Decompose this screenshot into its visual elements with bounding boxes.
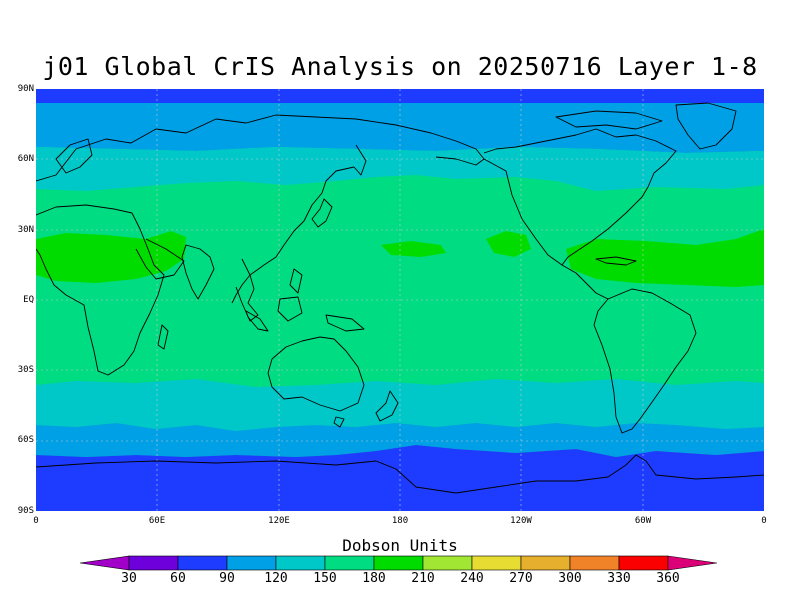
coast-scandinavia <box>55 138 93 174</box>
coast-newguinea <box>325 314 365 332</box>
lat-tick-30s: 30S <box>17 365 34 375</box>
coast-tasmania <box>333 416 345 428</box>
lon-tick-180: 180 <box>391 516 409 526</box>
colorbar-label-330: 330 <box>607 571 631 586</box>
map-panel <box>36 89 764 511</box>
lat-tick-eq: EQ <box>23 295 34 305</box>
coast-japan <box>311 198 333 228</box>
map-title: j01 Global CrIS Analysis on 20250716 Lay… <box>42 52 758 81</box>
lat-tick-90s: 90S <box>17 506 34 516</box>
colorbar-segment <box>226 555 277 571</box>
colorbar-label-30: 30 <box>121 571 137 586</box>
coast-madagascar <box>157 324 169 350</box>
lat-tick-30n: 30N <box>17 225 34 235</box>
coast-north-america <box>483 128 677 266</box>
coast-arctic-islands <box>555 110 663 130</box>
lat-tick-60s: 60S <box>17 435 34 445</box>
colorbar-title: Dobson Units <box>342 536 458 555</box>
colorbar-segment <box>520 555 571 571</box>
coast-new-zealand <box>375 390 399 422</box>
coast-antarctica <box>36 454 764 494</box>
coast-philippines <box>289 268 303 294</box>
coast-africa <box>36 204 165 376</box>
colorbar-segment <box>324 555 375 571</box>
coast-india <box>181 244 215 300</box>
lon-tick-60w: 60W <box>634 516 652 526</box>
coast-central-america <box>561 264 609 300</box>
colorbar-label-240: 240 <box>460 571 484 586</box>
coast-kamchatka <box>353 144 367 176</box>
lon-tick-120w: 120W <box>510 516 532 526</box>
colorbar-label-210: 210 <box>411 571 435 586</box>
colorbar-label-360: 360 <box>656 571 680 586</box>
coast-south-america <box>593 288 697 434</box>
coast-greenland <box>675 102 737 150</box>
colorbar-segment <box>128 555 179 571</box>
colorbar-segment <box>471 555 522 571</box>
colorbar-label-300: 300 <box>558 571 582 586</box>
coast-east-asia <box>231 166 355 304</box>
colorbar-label-120: 120 <box>264 571 288 586</box>
colorbar-segment <box>422 555 473 571</box>
graticule <box>36 89 764 511</box>
field-120-north <box>36 103 764 153</box>
colorbar-label-90: 90 <box>219 571 235 586</box>
coast-eurasia-north <box>36 114 485 182</box>
field-90-antarctic <box>36 445 764 511</box>
lon-tick-60e: 60E <box>148 516 166 526</box>
colorbar-segment <box>177 555 228 571</box>
ozone-map <box>36 89 764 511</box>
colorbar-label-60: 60 <box>170 571 186 586</box>
coast-borneo <box>277 296 303 322</box>
colorbar-segment <box>618 555 669 571</box>
coast-australia <box>267 336 365 412</box>
colorbar-label-180: 180 <box>362 571 386 586</box>
lon-tick-0-west: 0 <box>33 516 39 526</box>
field-210-pacific <box>381 241 446 257</box>
lon-tick-120e: 120E <box>268 516 290 526</box>
lat-tick-60n: 60N <box>17 154 34 164</box>
field-210-atlantic <box>566 229 764 287</box>
colorbar-segment <box>275 555 326 571</box>
coastlines <box>36 102 764 494</box>
colorbar-label-150: 150 <box>313 571 337 586</box>
colorbar-segment-above-max <box>667 555 718 571</box>
colorbar-segment-below-min <box>80 555 130 571</box>
coast-caribbean <box>595 256 637 266</box>
colorbar-segment <box>569 555 620 571</box>
colorbar-label-270: 270 <box>509 571 533 586</box>
lat-tick-90n: 90N <box>17 84 34 94</box>
coast-indochina <box>235 258 259 322</box>
coast-arabia <box>135 238 185 280</box>
field-210-pacific-east <box>486 231 531 257</box>
colorbar-segment <box>373 555 424 571</box>
coast-sumatra <box>245 310 269 332</box>
colorbar <box>80 555 718 571</box>
lon-tick-0-east: 0 <box>761 516 767 526</box>
